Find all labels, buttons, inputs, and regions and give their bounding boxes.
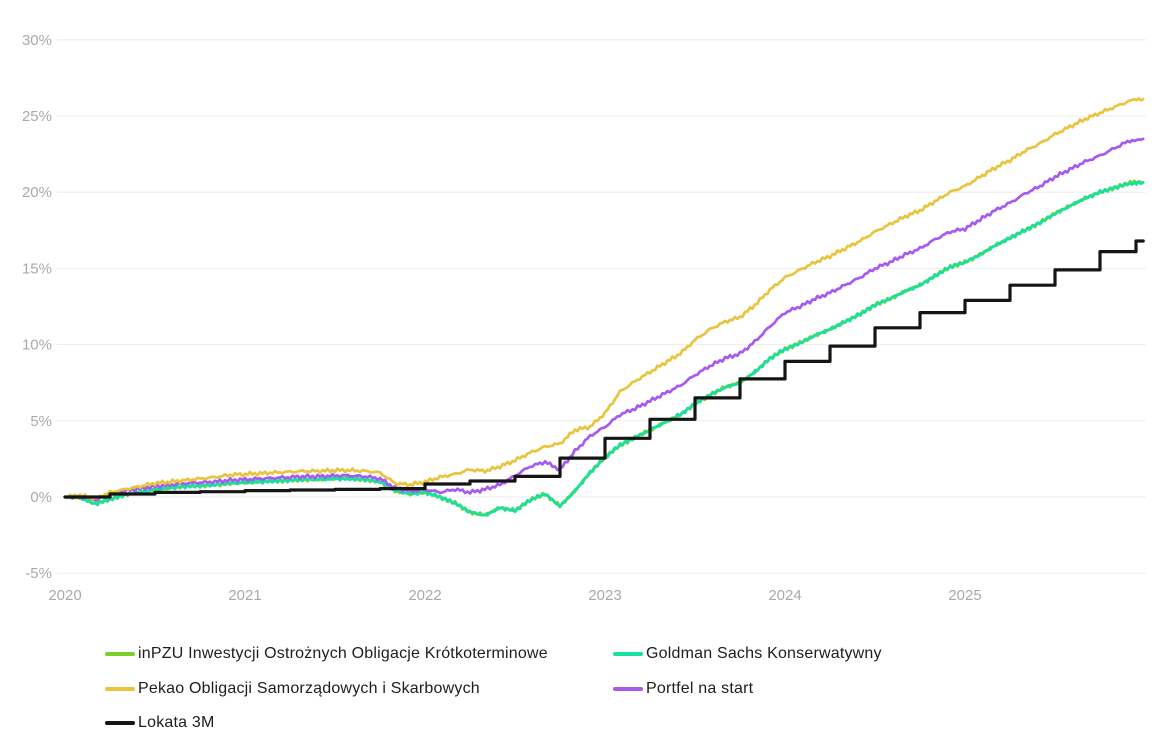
legend-item-inpzu[interactable]: inPZU Inwestycji Ostrożnych Obligacje Kr… — [105, 637, 605, 672]
y-axis-tick-label: 25% — [22, 108, 52, 125]
legend-swatch-yellow-icon — [105, 686, 135, 691]
legend-swatch-purple-icon — [613, 686, 643, 691]
chart-area: 30% 25% 20% 15% 10% 5% 0% -5% 2020 2021 2022 2023 20… — [22, 32, 1146, 604]
legend-label: Pekao Obligacji Samorządowych i Skarbowy… — [138, 679, 480, 697]
legend-label: Portfel na start — [646, 679, 754, 697]
y-axis-tick-label: 5% — [30, 413, 52, 430]
legend-swatch-green-icon — [105, 652, 135, 657]
legend-label: Lokata 3M — [138, 714, 215, 732]
legend-column-1: inPZU Inwestycji Ostrożnych Obligacje Kr… — [105, 637, 605, 741]
x-axis-tick-label: 2023 — [588, 587, 621, 604]
legend-item-pekao[interactable]: Pekao Obligacji Samorządowych i Skarbowy… — [105, 672, 605, 707]
legend-label: Goldman Sachs Konserwatywny — [646, 645, 882, 663]
legend-column-2: Goldman Sachs Konserwatywny Portfel na s… — [613, 637, 1033, 706]
x-axis-tick-label: 2020 — [48, 587, 81, 604]
x-axis-tick-label: 2021 — [228, 587, 261, 604]
series-line-1 — [63, 180, 1145, 517]
legend-swatch-teal-icon — [613, 652, 643, 657]
y-axis-tick-label: 0% — [30, 489, 52, 506]
series-line-4 — [63, 239, 1145, 499]
y-axis-tick-label: 30% — [22, 32, 52, 49]
legend-swatch-black-icon — [105, 721, 135, 726]
x-axis-tick-label: 2024 — [768, 587, 801, 604]
performance-chart: 30% 25% 20% 15% 10% 5% 0% -5% 2020 2021 2022 2023 20… — [22, 32, 1146, 604]
legend-label: inPZU Inwestycji Ostrożnych Obligacje Kr… — [138, 645, 548, 663]
series-line-2 — [63, 97, 1145, 501]
legend-item-portfel-na-start[interactable]: Portfel na start — [613, 672, 1033, 707]
y-axis-tick-label: 10% — [22, 337, 52, 354]
y-axis-tick-label: -5% — [25, 565, 52, 582]
x-axis-tick-label: 2025 — [948, 587, 981, 604]
x-axis-tick-label: 2022 — [408, 587, 441, 604]
y-axis-tick-label: 20% — [22, 184, 52, 201]
series-line-3 — [63, 137, 1145, 502]
legend-item-goldman-sachs[interactable]: Goldman Sachs Konserwatywny — [613, 637, 1033, 672]
legend-item-lokata-3m[interactable]: Lokata 3M — [105, 706, 605, 741]
y-axis-tick-label: 15% — [22, 260, 52, 277]
series-line-0 — [63, 179, 1145, 517]
